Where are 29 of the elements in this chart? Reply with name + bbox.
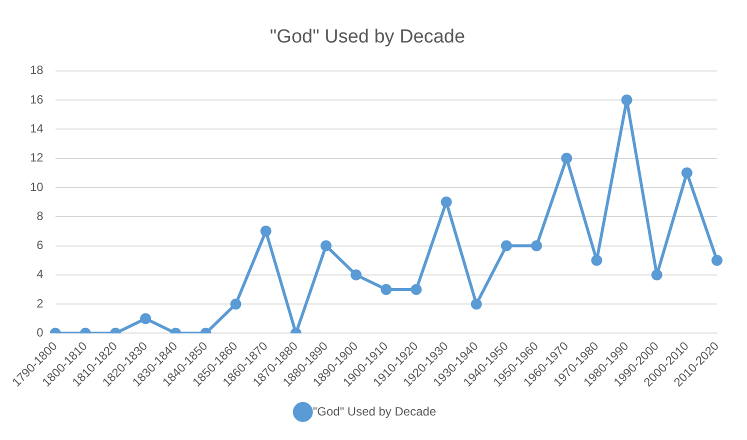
y-tick-label: 18 [30, 63, 44, 78]
point [531, 240, 542, 252]
y-tick-label: 16 [30, 92, 44, 106]
y-tick-label: 10 [30, 180, 44, 194]
point [621, 94, 632, 106]
point [681, 167, 692, 178]
point [380, 284, 392, 295]
y-tick-label: 6 [36, 238, 44, 252]
y-tick-label: 0 [36, 326, 44, 340]
point [350, 269, 362, 280]
y-tick-label: 4 [36, 267, 44, 282]
y-tick-label: 8 [36, 208, 44, 223]
point [260, 226, 272, 237]
point [320, 240, 332, 252]
point [500, 240, 512, 252]
y-tick-label: 2 [36, 296, 44, 310]
point [561, 152, 572, 164]
point [712, 254, 722, 266]
point [140, 313, 152, 324]
point [440, 196, 452, 208]
point [230, 298, 242, 310]
y-tick-label: 14 [30, 121, 44, 136]
point [470, 298, 482, 310]
point [651, 269, 662, 280]
point [410, 284, 422, 295]
chart-title: "God" Used by Decade [270, 26, 466, 48]
point [591, 254, 602, 266]
legend-label: "God" Used by Decade [312, 404, 436, 418]
y-tick-label: 12 [30, 150, 44, 165]
